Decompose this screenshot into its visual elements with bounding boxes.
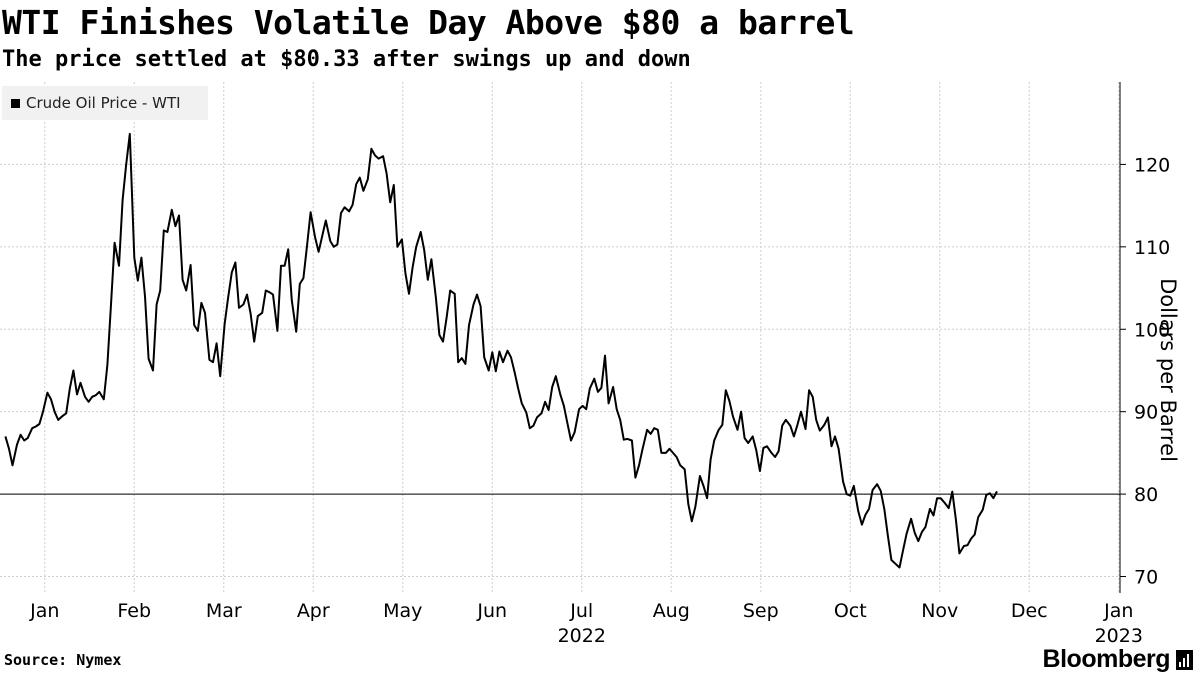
x-tick-label: Dec: [1011, 600, 1048, 622]
x-tick-label: Jul: [569, 600, 593, 622]
y-tick-label: 90: [1134, 402, 1158, 424]
x-tick-label: Mar: [206, 600, 242, 622]
legend-label: Crude Oil Price - WTI: [26, 94, 181, 112]
y-tick-label: 120: [1134, 154, 1170, 176]
legend-swatch-icon: [11, 98, 20, 108]
y-axis-label: Dollars per Barrel: [1156, 278, 1180, 462]
x-tick-label: May: [383, 600, 422, 622]
y-tick-label: 100: [1134, 319, 1170, 341]
x-tick-label: Jun: [476, 600, 507, 622]
x-year-label: 2022: [558, 625, 606, 647]
y-tick-label: 70: [1134, 567, 1158, 589]
x-tick-label: Aug: [653, 600, 690, 622]
x-tick-label: Oct: [834, 600, 867, 622]
series-line-wti: [4, 132, 998, 569]
x-tick-label: Jan: [29, 600, 59, 622]
bloomberg-logo-icon: [1176, 650, 1193, 670]
source-note: Source: Nymex: [4, 651, 122, 669]
chart-title: WTI Finishes Volatile Day Above $80 a ba…: [2, 3, 855, 42]
y-tick-label: 80: [1134, 484, 1158, 506]
brand-wordmark: Bloomberg: [1042, 645, 1171, 673]
chart-legend: Crude Oil Price - WTI: [2, 86, 208, 120]
x-tick-label: Apr: [297, 600, 330, 622]
chart-subtitle: The price settled at $80.33 after swings…: [2, 47, 691, 72]
x-year-label: 2023: [1095, 625, 1143, 647]
x-tick-label: Feb: [117, 600, 151, 622]
x-tick-label: Sep: [743, 600, 779, 622]
x-tick-label: Jan: [1103, 600, 1133, 622]
x-tick-label: Nov: [921, 600, 958, 622]
y-tick-label: 110: [1134, 237, 1170, 259]
